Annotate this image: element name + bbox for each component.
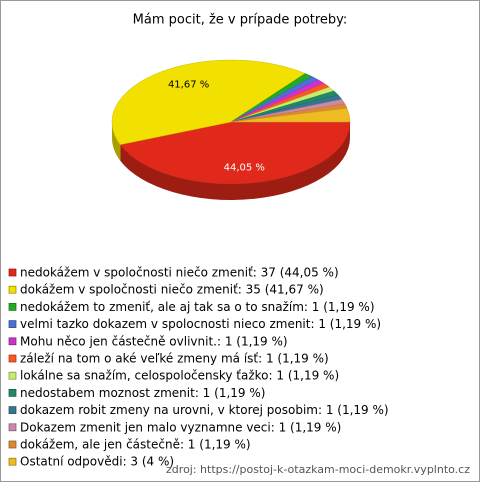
legend-label: nedostabem moznost zmenit: 1 (1,19 %) — [20, 386, 265, 400]
legend-swatch — [8, 389, 17, 397]
slice — [230, 107, 351, 123]
slice-side — [120, 122, 351, 201]
source: zdroj: https://postoj-k-otazkam-moci-dem… — [166, 463, 470, 476]
legend-swatch — [8, 268, 17, 277]
legend-swatch — [8, 371, 17, 380]
slice — [111, 59, 306, 145]
legend-label: dokážem v spoločnosti niečo zmeniť: 35 (… — [20, 283, 324, 297]
legend-label: nedokážem v spoločnosti niečo zmeniť: 37… — [20, 266, 339, 280]
legend-label: dokážem, ale jen částečně: 1 (1,19 %) — [20, 438, 251, 452]
legend-swatch — [8, 320, 17, 328]
data-label: 44,05 % — [224, 163, 265, 174]
legend-label: velmi tazko dokazem v spolocnosti nieco … — [20, 317, 381, 331]
legend-label: Dokazem zmenit jen malo vyznamne veci: 1… — [20, 420, 341, 434]
legend-swatch — [8, 457, 17, 466]
legend-swatch — [8, 354, 17, 363]
slice — [119, 121, 351, 185]
legend-swatch — [8, 303, 17, 311]
chart-title: Mám pocit, že v prípade potreby: — [133, 13, 348, 28]
legend-label: záleží na tom o aké veľké zmeny má ísť: … — [20, 352, 329, 366]
legend-swatch — [8, 285, 17, 294]
legend-swatch — [8, 406, 17, 414]
legend-label: Ostatní odpovědi: 3 (4 %) — [20, 455, 174, 469]
legend-swatch — [8, 440, 17, 449]
data-label: 41,67 % — [168, 80, 209, 91]
legend-swatch — [8, 337, 17, 346]
legend-label: lokálne sa snažím, celospoločensky ťažko… — [20, 369, 339, 383]
legend-label: Mohu něco jen částečně ovlivnit.: 1 (1,1… — [20, 334, 288, 348]
slice-side — [112, 122, 121, 161]
legend-label: nedokážem to zmeniť, ale aj tak sa o to … — [20, 300, 375, 314]
legend-label: dokazem robit zmeny na urovni, v ktorej … — [20, 403, 389, 417]
legend-swatch — [8, 423, 17, 432]
